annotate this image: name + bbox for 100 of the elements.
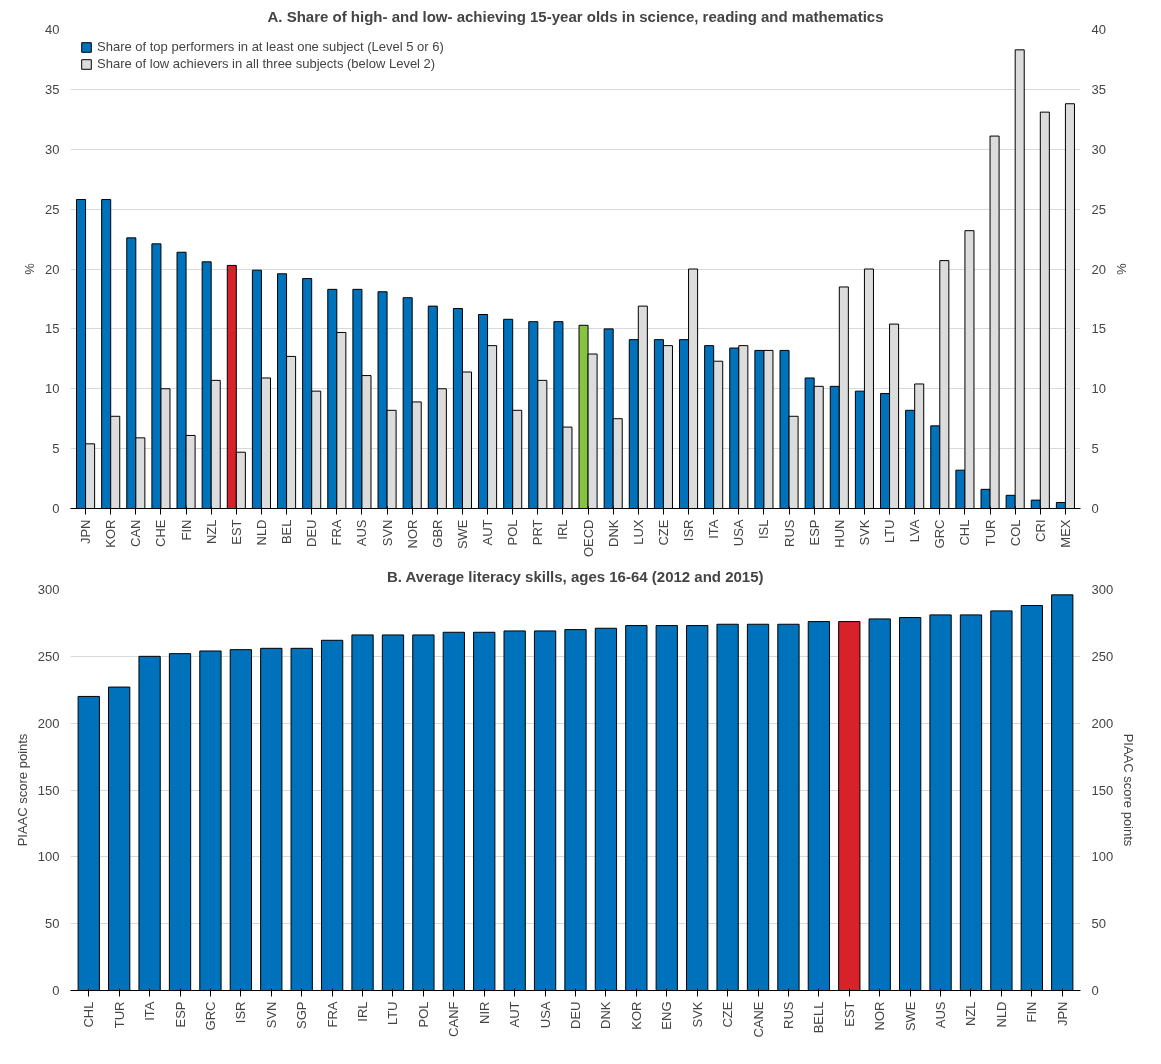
x-tick-label: NOR: [404, 519, 420, 549]
y-tick-label: 50: [45, 916, 60, 932]
x-tick-label: KOR: [103, 519, 119, 548]
x-tick-label: JPN: [1054, 1001, 1070, 1027]
x-tick-label: LTU: [385, 1001, 401, 1026]
x-tick-label: LVA: [907, 519, 923, 543]
y2-axis-title: PIAAC score points: [1121, 733, 1137, 847]
x-tick-label: SVK: [856, 519, 872, 546]
x-tick-label: CZE: [655, 519, 671, 546]
y-tick-label: 10: [45, 381, 60, 397]
x-tick-label: GRC: [932, 519, 948, 549]
y-tick-label: 0: [52, 983, 60, 998]
x-tick-label: CZE: [720, 1001, 736, 1028]
x-tick-label: ESP: [172, 1001, 188, 1028]
x-tick-label: DNK: [605, 519, 621, 547]
x-tick-label: POL: [415, 1001, 431, 1028]
x-tick-label: POL: [505, 519, 521, 546]
y-tick-label: 15: [45, 321, 60, 337]
y2-tick-label: 15: [1091, 321, 1106, 337]
x-tick-label: NIR: [476, 1001, 492, 1024]
x-tick-label: CAN: [128, 519, 144, 547]
y-tick-label: 250: [37, 648, 60, 664]
y2-tick-label: 50: [1091, 916, 1106, 932]
y-tick-label: 100: [37, 849, 60, 865]
x-tick-label: SVN: [379, 519, 395, 547]
y2-tick-label: 20: [1091, 261, 1106, 277]
legend-label: Share of low achievers in all three subjects (below Level 2): [97, 56, 436, 71]
x-tick-label: CHL: [957, 519, 973, 546]
x-tick-label: DEU: [304, 519, 320, 547]
x-tick-label: SGP: [294, 1001, 310, 1029]
x-tick-label: NLD: [993, 1001, 1009, 1028]
x-tick-label: SVN: [263, 1001, 279, 1029]
y2-tick-label: 5: [1091, 441, 1099, 457]
x-tick-label: AUS: [933, 1001, 949, 1029]
y2-tick-label: 10: [1091, 381, 1106, 397]
x-tick-label: FRA: [329, 519, 345, 546]
x-tick-label: HUN: [831, 519, 847, 548]
y-tick-label: 25: [45, 201, 60, 217]
y2-tick-label: 100: [1091, 849, 1114, 865]
x-tick-label: SVK: [689, 1001, 705, 1028]
chart-title: A. Share of high- and low- achieving 15-year olds in science, reading and mathematics: [267, 7, 884, 25]
x-tick-label: IRL: [355, 1001, 371, 1022]
x-tick-label: TUR: [982, 519, 998, 547]
x-tick-label: DEU: [568, 1001, 583, 1029]
x-tick-label: ITA: [706, 519, 722, 539]
y-axis-title: PIAAC score points: [14, 733, 30, 847]
y2-tick-label: 0: [1091, 983, 1099, 998]
x-tick-label: ISL: [756, 519, 772, 540]
x-tick-label: RUS: [780, 1001, 796, 1029]
x-tick-label: OECD: [580, 519, 596, 558]
x-tick-label: NLD: [253, 519, 269, 546]
y-tick-label: 300: [37, 582, 60, 597]
x-tick-label: COL: [1007, 519, 1023, 547]
y-tick-label: 200: [37, 715, 60, 731]
x-tick-label: SWE: [902, 1001, 918, 1032]
x-tick-label: ISR: [233, 1001, 249, 1024]
x-tick-label: CRI: [1032, 519, 1048, 542]
y-tick-label: 20: [45, 261, 60, 277]
y2-tick-label: 250: [1091, 648, 1114, 664]
x-tick-label: RUS: [781, 519, 797, 547]
legend-label: Share of top performers in at least one subject (Level 5 or 6): [97, 39, 444, 54]
x-tick-label: KOR: [628, 1001, 644, 1030]
y-tick-label: 30: [45, 141, 60, 157]
y2-tick-label: 150: [1091, 782, 1114, 798]
x-tick-label: AUT: [507, 1001, 523, 1028]
x-tick-label: ESP: [806, 519, 822, 546]
y2-tick-label: 200: [1091, 715, 1114, 731]
y-axis-title: %: [22, 262, 38, 275]
x-tick-label: NZL: [963, 1001, 979, 1027]
x-tick-label: TUR: [111, 1001, 127, 1029]
x-tick-label: GBR: [429, 519, 445, 548]
y2-axis-title: %: [1113, 263, 1129, 276]
x-tick-label: AUS: [354, 519, 370, 547]
x-tick-label: AUT: [480, 519, 496, 546]
y-tick-label: 35: [45, 81, 60, 97]
x-tick-label: GRC: [202, 1001, 218, 1031]
x-tick-label: ENG: [659, 1001, 675, 1030]
x-tick-label: FIN: [178, 519, 194, 541]
y2-tick-label: 40: [1091, 22, 1106, 37]
x-tick-label: LUX: [630, 519, 646, 545]
x-tick-label: DNK: [598, 1001, 614, 1029]
x-tick-label: USA: [731, 519, 747, 547]
x-tick-label: FRA: [324, 1001, 340, 1028]
x-tick-label: IRL: [555, 519, 571, 540]
x-tick-label: EST: [841, 1001, 857, 1027]
x-tick-label: BELL: [811, 1001, 827, 1034]
x-tick-label: JPN: [78, 519, 94, 545]
x-tick-label: LTU: [882, 519, 898, 544]
y-tick-label: 40: [45, 22, 60, 37]
y2-tick-label: 25: [1091, 201, 1106, 217]
x-tick-label: CHE: [153, 519, 169, 547]
y2-tick-label: 30: [1091, 141, 1106, 157]
y2-tick-label: 0: [1091, 501, 1099, 516]
y2-tick-label: 300: [1091, 582, 1114, 597]
y2-tick-label: 35: [1091, 81, 1106, 97]
x-tick-label: CANF: [446, 1001, 462, 1037]
x-tick-label: SWE: [454, 519, 470, 550]
y-tick-label: 5: [52, 441, 60, 457]
y-tick-label: 150: [37, 782, 60, 798]
y-tick-label: 0: [52, 501, 60, 516]
